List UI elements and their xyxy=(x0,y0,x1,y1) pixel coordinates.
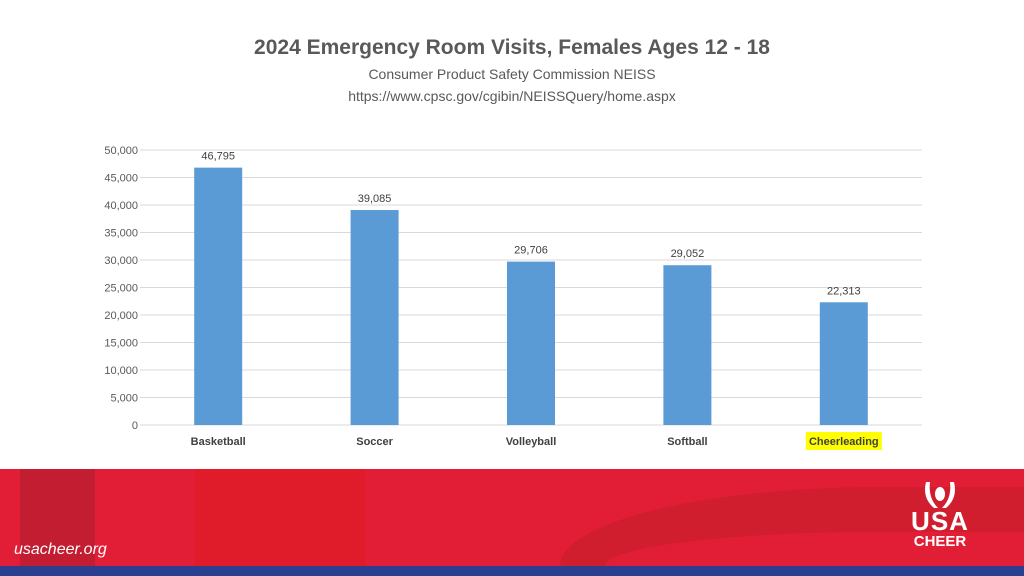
y-tick-label: 40,000 xyxy=(104,200,138,212)
x-tick-label: Volleyball xyxy=(506,436,557,448)
website-link[interactable]: usacheer.org xyxy=(14,541,107,558)
x-tick-label: Softball xyxy=(667,436,707,448)
footer-blue-strip xyxy=(0,566,1024,576)
y-tick-label: 0 xyxy=(132,420,138,432)
data-label: 29,052 xyxy=(671,248,705,260)
bar-volleyball xyxy=(507,261,555,425)
y-tick-label: 5,000 xyxy=(110,393,138,405)
footer-banner xyxy=(0,469,1024,566)
highlight-box xyxy=(805,432,882,450)
data-label: 22,313 xyxy=(827,285,861,297)
bar-chart: 0 5,000 10,000 15,000 20,000 25,000 30,000 35,0… xyxy=(104,145,922,450)
y-tick-label: 45,000 xyxy=(104,173,138,185)
data-label: 46,795 xyxy=(201,151,235,163)
bar-cheerleading xyxy=(819,302,868,425)
y-tick-label: 20,000 xyxy=(104,310,138,322)
x-tick-label: Soccer xyxy=(356,436,393,448)
y-tick-label: 35,000 xyxy=(104,228,138,240)
usa-cheer-logo: USA CHEER xyxy=(900,478,980,560)
bar-basketball xyxy=(194,167,243,425)
chart-title: 2024 Emergency Room Visits, Females Ages… xyxy=(254,36,770,59)
chart-subtitle-source: Consumer Product Safety Commission NEISS xyxy=(368,66,656,82)
y-tick-label: 15,000 xyxy=(104,338,138,350)
x-tick-label: Cheerleading xyxy=(809,436,879,448)
y-tick-label: 30,000 xyxy=(104,255,138,267)
x-tick-label: Basketball xyxy=(191,436,246,448)
bar-softball xyxy=(663,265,712,425)
data-label: 29,706 xyxy=(514,245,548,257)
cheerleader-icon xyxy=(925,482,955,508)
y-tick-label: 50,000 xyxy=(104,145,138,157)
chart-subtitle-url: https://www.cpsc.gov/cgibin/NEISSQuery/h… xyxy=(348,88,676,104)
y-tick-label: 25,000 xyxy=(104,283,138,295)
bar-soccer xyxy=(350,210,399,425)
y-tick-label: 10,000 xyxy=(104,365,138,377)
data-label: 39,085 xyxy=(358,193,392,205)
